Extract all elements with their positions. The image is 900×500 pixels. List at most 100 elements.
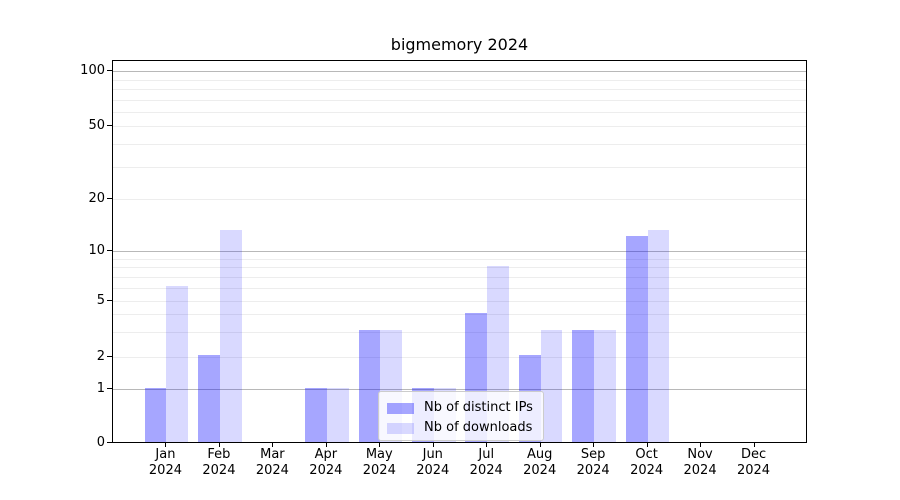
x-tick-year: 2024 [736,463,771,478]
gridline-major [113,251,806,253]
x-tick-month: Sep [580,447,606,462]
gridline-major [113,389,806,391]
y-tick-label-2: 2 [96,348,105,364]
x-tick-month: Dec [740,447,767,462]
gridline-minor [113,258,806,260]
x-tick-year: 2024 [469,463,503,478]
legend-label-downloads: Nb of downloads [424,420,533,435]
x-tick-year: 2024 [576,463,610,478]
legend-row-distinct-ips: Nb of distinct IPs [387,398,535,418]
x-tick-year: 2024 [416,463,450,478]
gridline-minor [113,166,806,168]
x-tick-mark [593,442,595,447]
x-tick-label-sep: Sep 2024 [563,447,623,479]
x-tick-month: Nov [687,447,713,462]
bar-distinct-ips-sep [572,330,595,442]
x-tick-label-oct: Oct 2024 [617,447,677,479]
x-tick-label-apr: Apr 2024 [296,447,356,479]
chart-title: bigmemory 2024 [390,35,529,54]
gridline-minor [113,198,806,200]
x-tick-label-jun: Jun 2024 [403,447,463,479]
x-tick-mark [379,442,381,447]
legend-swatch-distinct-ips [387,402,414,414]
y-tick-label-5: 5 [96,292,105,308]
gridline-minor [113,126,806,128]
y-tick-mark [107,70,112,72]
y-tick-label-10: 10 [88,243,105,259]
x-tick-label-aug: Aug 2024 [510,447,570,479]
y-tick-mark [107,250,112,252]
bar-downloads-apr [326,388,349,442]
bar-distinct-ips-may [358,330,381,442]
x-tick-month: Feb [207,447,231,462]
x-tick-mark [218,442,220,447]
x-tick-year: 2024 [630,463,664,478]
x-tick-label-jul: Jul 2024 [456,447,516,479]
y-tick-mark [107,197,112,199]
x-tick-mark [486,442,488,447]
gridline-minor [113,111,806,113]
x-tick-year: 2024 [148,463,182,478]
x-tick-label-jan: Jan 2024 [135,447,195,479]
x-tick-mark [646,442,648,447]
y-tick-label-50: 50 [88,118,105,134]
bar-distinct-ips-jan [144,388,167,442]
gridline-minor [113,99,806,101]
x-tick-month: Aug [526,447,553,462]
gridline-minor [113,300,806,302]
bar-distinct-ips-oct [625,236,648,442]
legend-label-distinct-ips: Nb of distinct IPs [424,400,533,415]
x-tick-month: Jan [155,447,176,462]
y-tick-label-0: 0 [96,435,105,450]
x-tick-label-nov: Nov 2024 [670,447,730,479]
gridline-minor [113,276,806,278]
x-tick-month: Apr [314,447,338,462]
legend-row-downloads: Nb of downloads [387,418,535,438]
y-tick-mark [107,388,112,390]
x-tick-mark [432,442,434,447]
x-tick-mark [539,442,541,447]
y-tick-mark [107,125,112,127]
y-tick-mark [107,442,112,443]
x-tick-label-mar: Mar 2024 [242,447,302,479]
x-tick-label-may: May 2024 [349,447,409,479]
x-tick-month: Mar [260,447,285,462]
x-tick-year: 2024 [255,463,289,478]
gridline-minor [113,314,806,316]
bar-downloads-feb [219,230,242,442]
y-tick-label-1: 1 [96,381,105,397]
x-tick-mark [272,442,274,447]
x-tick-year: 2024 [202,463,236,478]
x-tick-year: 2024 [523,463,557,478]
x-tick-year: 2024 [309,463,343,478]
x-tick-mark [165,442,167,447]
x-tick-year: 2024 [362,463,396,478]
bar-distinct-ips-apr [305,388,327,442]
legend: Nb of distinct IPs Nb of downloads [378,391,544,441]
plot-area [112,60,807,443]
gridline-minor [113,267,806,269]
y-tick-mark [107,299,112,301]
bar-distinct-ips-feb [198,355,220,442]
gridline-minor [113,79,806,81]
x-tick-mark [753,442,755,447]
x-tick-mark [325,442,327,447]
gridline-minor [113,331,806,333]
bar-downloads-oct [647,230,670,442]
bar-downloads-aug [540,330,563,442]
x-tick-label-dec: Dec 2024 [724,447,784,479]
gridline-minor [113,356,806,358]
x-tick-month: Oct [635,447,658,462]
gridline-minor [113,88,806,90]
y-tick-label-20: 20 [88,190,105,206]
x-tick-month: Jun [422,447,443,462]
y-tick-mark [107,355,112,357]
x-tick-month: Jul [478,447,495,462]
bar-downloads-sep [594,330,616,442]
x-tick-mark [700,442,702,447]
gridline-major [113,71,806,73]
gridline-minor [113,287,806,289]
legend-swatch-downloads [387,422,414,434]
x-tick-label-feb: Feb 2024 [189,447,249,479]
